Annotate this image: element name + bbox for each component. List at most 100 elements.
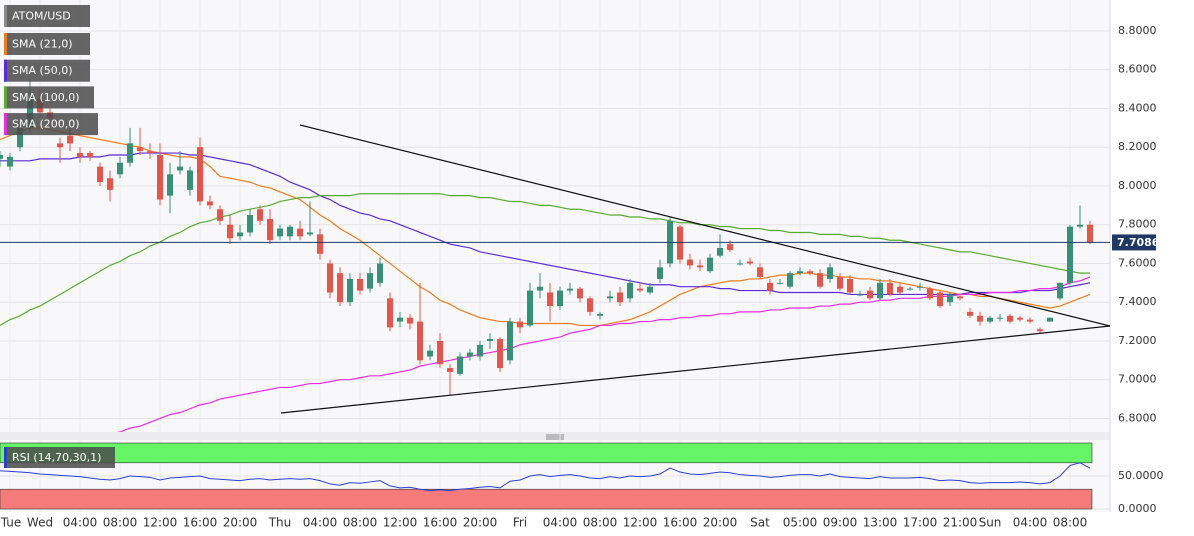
x-tick-label: 17:00: [903, 516, 938, 530]
y-tick-label: 8.2000: [1118, 140, 1157, 153]
sma-line: [0, 193, 1090, 326]
candle-body: [57, 143, 63, 148]
candle-body: [877, 282, 883, 299]
candle-body: [847, 278, 853, 293]
candle-body: [327, 263, 333, 293]
x-tick-label: 16:00: [423, 516, 458, 530]
candle-body: [147, 151, 153, 154]
trendline: [299, 124, 1110, 327]
candle-body: [287, 226, 293, 237]
candle-body: [67, 135, 73, 144]
legend-box[interactable]: [4, 33, 90, 55]
legend-title: ATOM/USD: [12, 10, 71, 23]
candle-body: [427, 350, 433, 357]
candle-body: [917, 286, 923, 288]
candle-body: [437, 340, 443, 365]
x-tick-label: Fri: [513, 516, 527, 530]
candle-body: [97, 166, 103, 183]
legend-box[interactable]: [4, 86, 94, 109]
candle-body: [417, 321, 423, 361]
candle-body: [867, 290, 873, 299]
candle-body: [237, 232, 243, 237]
candle-body: [277, 228, 283, 237]
candle-body: [827, 267, 833, 279]
legend-swatch: [4, 59, 7, 82]
candle-body: [897, 286, 903, 293]
candle-body: [627, 282, 633, 299]
x-tick-label: 08:00: [343, 516, 378, 530]
candle-body: [887, 282, 893, 295]
y-tick-label: 8.6000: [1118, 63, 1157, 76]
divider-handle: [546, 434, 564, 440]
candle-body: [547, 292, 553, 307]
candle-body: [957, 296, 963, 299]
candle-body: [767, 282, 773, 291]
candle-body: [187, 170, 193, 190]
axes: 6.8000 7.0000 7.2000 7.4000 7.6000 7.8000 8.00…: [0, 24, 1164, 530]
rsi-legend-label: RSI (14,70,30,1): [12, 451, 101, 464]
candle-body: [217, 209, 223, 221]
candle-body: [947, 294, 953, 303]
candle-body: [347, 278, 353, 303]
main-plot: [0, 79, 1110, 432]
candle-body: [317, 234, 323, 254]
candle-body: [177, 166, 183, 171]
rsi-legend-box[interactable]: [4, 447, 115, 468]
candle-body: [607, 296, 613, 299]
candle-body: [907, 288, 913, 290]
candle-body: [507, 321, 513, 361]
oversold-band: [0, 488, 1093, 510]
candle-body: [257, 209, 263, 221]
x-tick-label: 20:00: [223, 516, 258, 530]
candle-body: [977, 315, 983, 322]
panel-divider[interactable]: [0, 432, 1110, 440]
candle-body: [777, 282, 783, 284]
y-tick-label: 7.6000: [1118, 256, 1157, 269]
candle-body: [967, 311, 973, 316]
candle-body: [537, 286, 543, 291]
candle-body: [0, 154, 3, 159]
candle-body: [1007, 315, 1013, 322]
candle-body: [377, 263, 383, 283]
x-tick-label: Tue: [0, 516, 21, 530]
x-tick-label: 12:00: [383, 516, 418, 530]
candle-body: [817, 273, 823, 287]
candle-body: [757, 267, 763, 278]
candle-body: [807, 271, 813, 274]
rsi-tick-label: 0.0000: [1118, 502, 1157, 515]
candle-body: [107, 178, 113, 190]
sma-line: [0, 152, 1091, 296]
rsi-line: [0, 462, 1091, 492]
candle-body: [617, 292, 623, 303]
candle-body: [1057, 282, 1063, 299]
candle-body: [297, 228, 303, 237]
candle-body: [837, 277, 843, 289]
legend-box[interactable]: [4, 59, 90, 82]
x-tick-label: 04:00: [1013, 516, 1048, 530]
legend-box[interactable]: [4, 5, 90, 27]
x-tick-label: 12:00: [623, 516, 658, 530]
y-tick-label: 7.4000: [1118, 295, 1157, 308]
candle-body: [247, 215, 253, 233]
y-tick-label: 7.8000: [1118, 218, 1157, 231]
candle-body: [677, 226, 683, 260]
x-tick-label: 13:00: [863, 516, 898, 530]
candle-body: [17, 127, 23, 148]
legend-swatch: [4, 5, 7, 27]
candle-body: [787, 273, 793, 287]
candle-body: [857, 294, 863, 296]
x-tick-label: 04:00: [303, 516, 338, 530]
legend-label: SMA (50,0): [12, 64, 73, 77]
candle-body: [697, 265, 703, 268]
legend-box[interactable]: [4, 113, 98, 136]
legend-label: SMA (200,0): [12, 118, 80, 131]
candle-body: [707, 257, 713, 272]
candle-body: [927, 288, 933, 299]
trendline: [280, 325, 1110, 414]
x-tick-label: Wed: [27, 516, 53, 530]
candle-body: [637, 288, 643, 291]
candle-body: [357, 278, 363, 291]
x-tick-label: 08:00: [1053, 516, 1088, 530]
